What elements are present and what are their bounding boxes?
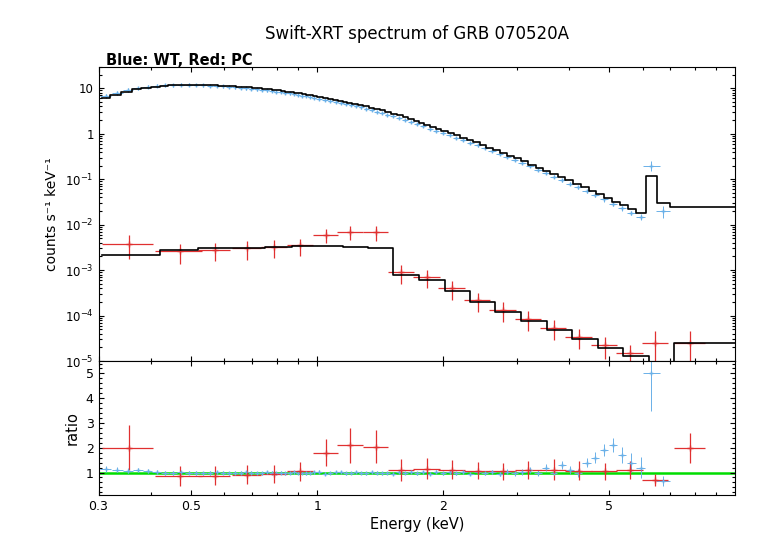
Text: Blue: WT, Red: PC: Blue: WT, Red: PC	[106, 53, 252, 68]
X-axis label: Energy (keV): Energy (keV)	[370, 517, 464, 532]
Y-axis label: counts s⁻¹ keV⁻¹: counts s⁻¹ keV⁻¹	[45, 157, 59, 271]
Text: Swift-XRT spectrum of GRB 070520A: Swift-XRT spectrum of GRB 070520A	[265, 25, 569, 43]
Y-axis label: ratio: ratio	[65, 411, 80, 445]
